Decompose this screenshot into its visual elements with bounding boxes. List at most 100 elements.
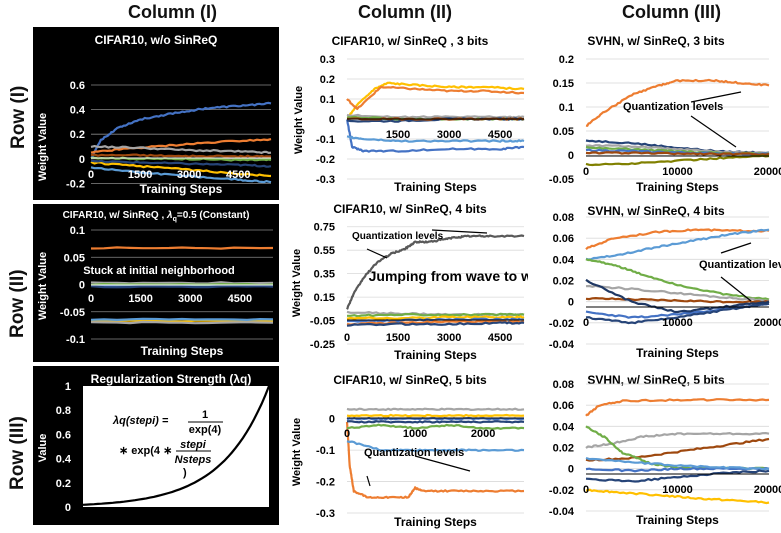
column-header-2: Column (II) [358,2,452,22]
x-axis-label: Training Steps [394,180,477,194]
row-header-3: Row (III) [7,416,28,490]
y-axis-label: Value [37,434,49,463]
chart-panel-svhn-3bits: SVHN, w/ SinReQ, 3 bits 0.2 0.15 0.1 0.05 0 -0… [531,30,781,195]
series-line [585,488,770,505]
chart-title-rest: =0.5 (Constant) [177,210,250,221]
series-line [585,258,770,301]
series-line [90,317,274,322]
y-tick-label: -0.1 [316,445,335,457]
annotation-stuck: Stuck at initial neighborhood [83,265,235,277]
y-tick-label: -0.02 [549,318,574,330]
series-line [90,160,272,178]
y-tick-label: 0.04 [553,254,575,266]
y-tick-label: 0 [329,114,335,126]
y-tick-label: -0.2 [316,477,335,489]
y-tick-label: 0.55 [314,245,335,257]
y-tick-label: 0.2 [320,74,335,86]
chart-panel-cifar10-constant-lambda: CIFAR10, w/ SinReQ , λq=0.5 (Constant) 0.… [33,204,279,362]
x-axis-label: Training Steps [394,348,477,362]
series-line [346,315,525,320]
series-line [90,320,274,325]
series-line [346,234,525,310]
y-tick-label: 0 [568,297,574,309]
y-axis-label: Weight Value [37,113,49,181]
series-line [346,113,525,119]
chart-title: SVHN, w/ SinReQ, 4 bits [587,205,725,218]
series-line [346,85,525,111]
annotation-arrow [720,276,752,302]
y-tick-label: -0.04 [549,506,575,518]
formula-frac2-num: stepi [180,439,207,451]
chart-cifar10-5bits: CIFAR10, w/ SinReQ, 5 bits 0 -0.1 -0.2 -0.3 0… [292,373,525,529]
series-line [90,166,272,184]
y-tick-label: -0.2 [66,178,85,190]
x-tick-label: 1500 [128,169,152,181]
series-line [585,154,770,167]
series-line [585,228,770,251]
series-line [345,119,525,153]
chart-title: SVHN, w/ SinReQ, 5 bits [587,373,725,387]
chart-title: SVHN, w/ SinReQ, 3 bits [587,34,725,48]
series-line [346,440,525,452]
annotation-arrow [431,229,488,234]
formula-lhs: λq(stepi) = [112,415,169,427]
annotation-arrow [366,248,388,259]
chart-panel-cifar10-4bits: CIFAR10, w/ SinReQ, 4 bits 0.75 0.55 0.35 0.… [292,203,528,363]
y-tick-label: 0.1 [559,102,574,114]
series-line [346,420,525,424]
series-line [585,456,770,471]
series-line [585,296,770,304]
y-tick-label: 0.15 [553,78,574,90]
x-tick-label: 0 [583,317,589,329]
x-tick-label: 0 [344,332,350,344]
chart-title: CIFAR10, w/ SinReQ , λq=0.5 (Constant) [63,210,250,223]
y-tick-label: 0.05 [553,126,574,138]
y-tick-label: 0.02 [553,276,574,288]
x-tick-label: 1500 [386,129,410,141]
series-line [90,153,272,159]
series-line [347,312,525,318]
x-tick-label: 0 [88,293,94,305]
y-tick-label: 0.2 [70,129,85,141]
y-tick-label: 0.02 [553,443,574,455]
y-tick-label: 0.15 [314,292,335,304]
x-tick-label: 4500 [226,169,250,181]
lambda-subscript: q [173,216,177,223]
y-tick-label: 1 [65,381,71,393]
series-line [585,398,770,417]
y-tick-label: 0.1 [320,94,335,106]
annotation-jumping: Jumping from wave to wave [369,268,528,284]
y-tick-label: -0.3 [316,508,335,520]
y-tick-label: 0.04 [553,421,575,433]
y-tick-label: 0.1 [70,225,85,237]
chart-svhn-4bits: SVHN, w/ SinReQ, 4 bits 0.08 0.06 0.04 0.02 0… [549,205,781,360]
annotation-quant-levels: Quantization levels [364,447,464,459]
y-tick-label: 0.2 [56,478,71,490]
series-line [585,437,770,462]
annotation-quant-levels: Quantization levels [352,231,444,242]
x-axis-label: Training Steps [636,513,719,527]
chart-title: CIFAR10, w/ SinReQ, 4 bits [333,203,487,216]
x-tick-label: 4500 [488,129,512,141]
x-tick-label: 10000 [662,317,693,329]
y-tick-label: -0.02 [549,485,574,497]
series-line [585,302,770,319]
y-axis-label: Weight Value [37,252,49,320]
column-header-3: Column (III) [622,2,721,22]
series-line [346,321,525,327]
y-tick-label: 0.6 [56,429,71,441]
x-tick-label: 3000 [177,169,201,181]
x-axis-label: Training Steps [138,509,214,521]
annotation-arrow [366,475,371,487]
x-tick-label: 1000 [403,428,427,440]
y-tick-label: -0.05 [549,174,574,186]
x-axis-label: Training Steps [394,515,477,529]
y-tick-label: 0.05 [64,252,85,264]
chart-panel-svhn-5bits: SVHN, w/ SinReQ, 5 bits 0.08 0.06 0.04 0.02 0… [531,372,781,530]
x-tick-label: 4500 [488,332,512,344]
series-line [585,151,770,156]
y-tick-label: 0.4 [56,454,72,466]
y-axis-label: Weight Value [292,418,303,486]
x-tick-label: 20000 [754,166,781,178]
series-line [345,421,525,500]
